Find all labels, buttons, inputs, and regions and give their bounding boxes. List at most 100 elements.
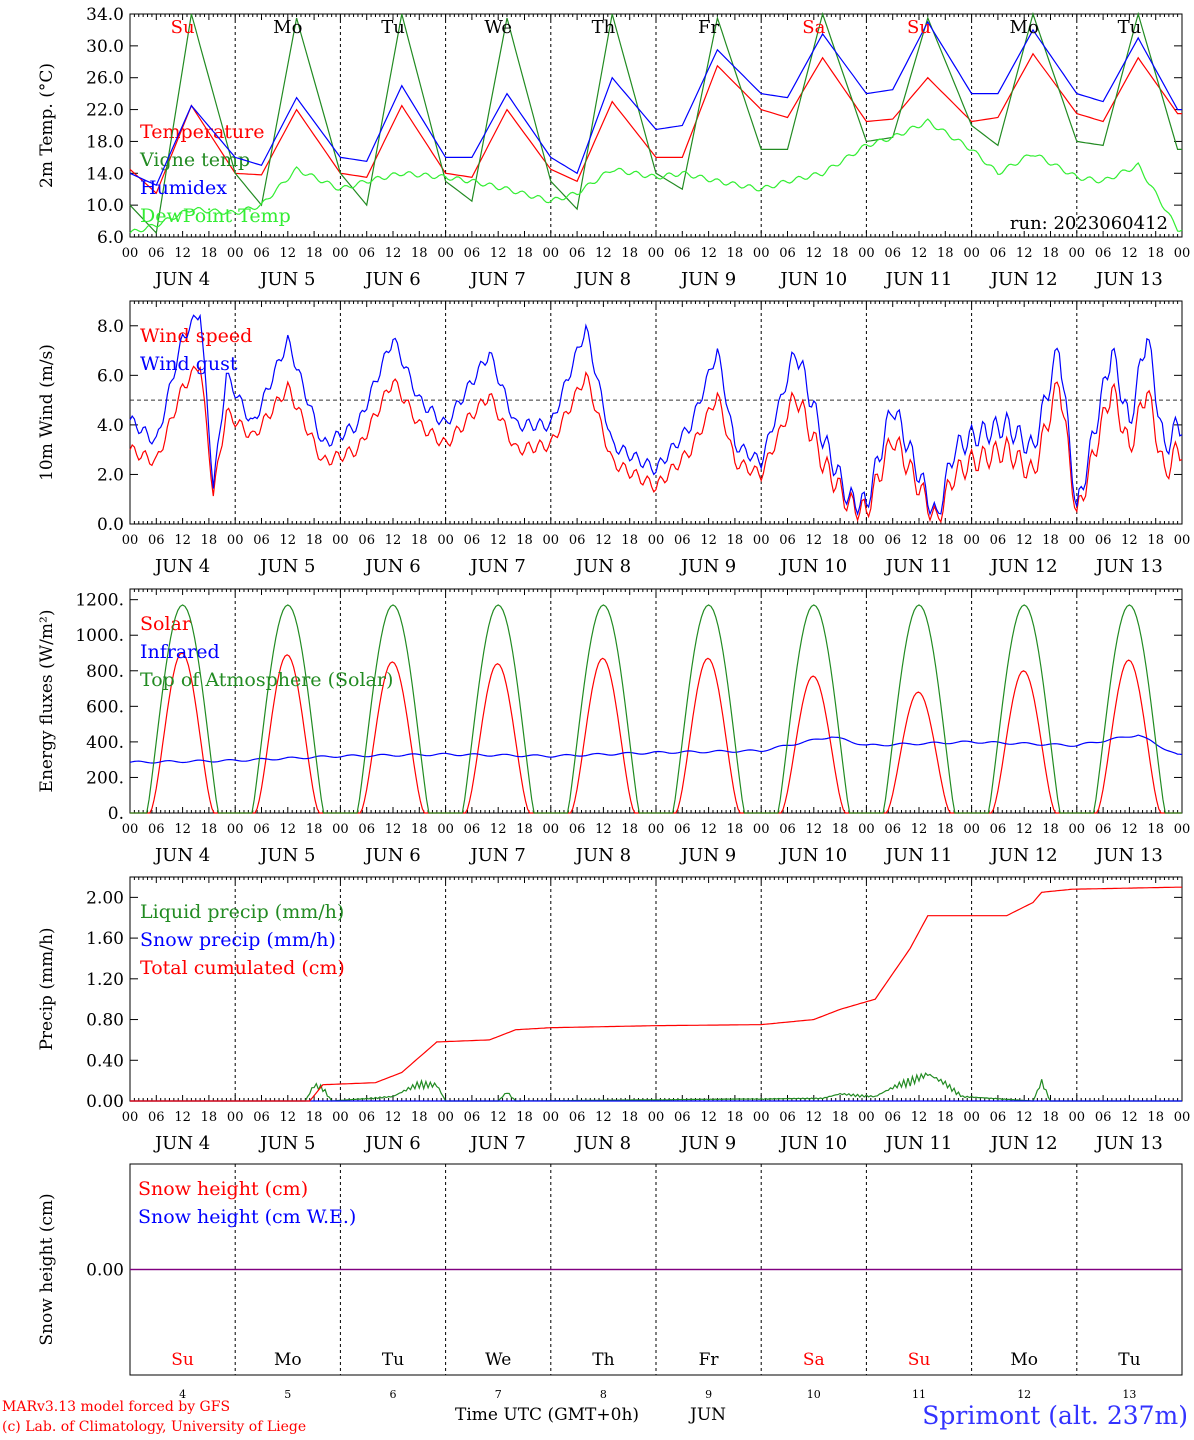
hour-label: 12 — [280, 533, 297, 548]
date-label: JUN 8 — [574, 556, 631, 577]
hour-label: 06 — [779, 822, 796, 837]
hour-label: 12 — [806, 246, 823, 261]
hour-label: 18 — [937, 533, 954, 548]
hour-label: 12 — [385, 822, 402, 837]
hour-label: 00 — [648, 1110, 665, 1125]
hour-label: 06 — [464, 1110, 481, 1125]
date-label: JUN 13 — [1094, 556, 1163, 577]
hour-label: 00 — [858, 1110, 875, 1125]
y-tick-label: 6.0 — [97, 228, 124, 248]
hour-label: 12 — [1016, 533, 1033, 548]
hour-label: 06 — [1095, 246, 1112, 261]
hour-label: 12 — [700, 1110, 717, 1125]
weekday-label: Mo — [1010, 17, 1039, 38]
hour-label: 12 — [280, 1110, 297, 1125]
y-tick-label: 30.0 — [86, 37, 124, 57]
hour-label: 06 — [148, 822, 165, 837]
hour-label: 06 — [358, 533, 375, 548]
y-tick-label: 26.0 — [86, 69, 124, 89]
hour-label: 06 — [148, 533, 165, 548]
legend-entry: Snow height (cm W.E.) — [138, 1206, 356, 1228]
weekday-label: Th — [592, 17, 616, 38]
hour-label: 00 — [227, 246, 244, 261]
series-line — [130, 604, 1182, 814]
hour-label: 12 — [385, 246, 402, 261]
date-label: JUN 9 — [679, 1133, 736, 1154]
hour-label: 18 — [1042, 1110, 1059, 1125]
hour-label: 00 — [543, 246, 560, 261]
hour-label: 18 — [411, 246, 428, 261]
y-tick-label: 600. — [86, 697, 124, 717]
day-number: 10 — [807, 1388, 821, 1401]
hour-label: 12 — [174, 246, 191, 261]
day-number: 7 — [495, 1388, 502, 1401]
weekday-label: Fr — [699, 1350, 720, 1370]
hour-label: 00 — [858, 533, 875, 548]
hour-label: 00 — [1174, 533, 1191, 548]
hour-label: 18 — [516, 533, 533, 548]
hour-label: 18 — [832, 246, 849, 261]
hour-label: 12 — [1016, 246, 1033, 261]
hour-label: 00 — [963, 533, 980, 548]
weekday-label: Sa — [803, 1350, 825, 1370]
hour-label: 18 — [832, 1110, 849, 1125]
weekday-label: Tu — [382, 1350, 404, 1370]
date-label: JUN 11 — [884, 269, 953, 290]
date-label: JUN 13 — [1094, 1133, 1163, 1154]
hour-label: 12 — [595, 1110, 612, 1125]
hour-label: 12 — [806, 1110, 823, 1125]
hour-label: 18 — [306, 533, 323, 548]
y-axis-label: Energy fluxes (W/m²) — [37, 610, 57, 793]
date-label: JUN 13 — [1094, 269, 1163, 290]
hour-label: 18 — [201, 533, 218, 548]
day-number: 11 — [912, 1388, 926, 1401]
date-label: JUN 6 — [363, 1133, 420, 1154]
day-number: 12 — [1017, 1388, 1031, 1401]
date-label: JUN 5 — [258, 556, 315, 577]
legend-entry: Temperature — [140, 121, 264, 143]
weekday-label: Su — [908, 1350, 931, 1370]
hour-label: 06 — [884, 822, 901, 837]
date-label: JUN 9 — [679, 269, 736, 290]
hour-label: 12 — [280, 822, 297, 837]
hour-label: 06 — [1095, 822, 1112, 837]
date-label: JUN 12 — [989, 269, 1058, 290]
hour-label: 06 — [884, 533, 901, 548]
day-number: 5 — [284, 1388, 291, 1401]
hour-label: 00 — [332, 533, 349, 548]
hour-label: 18 — [1147, 822, 1164, 837]
y-tick-label: 10.0 — [86, 196, 124, 216]
hour-label: 18 — [306, 1110, 323, 1125]
hour-label: 18 — [621, 1110, 638, 1125]
date-label: JUN 9 — [679, 845, 736, 866]
hour-label: 00 — [1174, 1110, 1191, 1125]
hour-label: 12 — [1121, 533, 1138, 548]
hour-label: 18 — [306, 246, 323, 261]
y-axis-label: Snow height (cm) — [37, 1193, 57, 1345]
hour-label: 00 — [543, 533, 560, 548]
hour-label: 18 — [727, 1110, 744, 1125]
legend-entry: Snow precip (mm/h) — [140, 929, 336, 951]
y-tick-label: 0.80 — [86, 1011, 124, 1031]
y-tick-label: 14.0 — [86, 164, 124, 184]
hour-label: 00 — [437, 533, 454, 548]
y-tick-label: 2.00 — [86, 888, 124, 908]
legend-entry: Wind speed — [140, 325, 252, 347]
date-label: JUN 11 — [884, 556, 953, 577]
date-label: JUN 5 — [258, 1133, 315, 1154]
hour-label: 18 — [201, 1110, 218, 1125]
hour-label: 00 — [1174, 822, 1191, 837]
hour-label: 06 — [1095, 1110, 1112, 1125]
hour-label: 00 — [753, 246, 770, 261]
hour-label: 18 — [1147, 533, 1164, 548]
date-label: JUN 8 — [574, 845, 631, 866]
y-tick-label: 8.0 — [97, 317, 124, 337]
hour-label: 00 — [227, 533, 244, 548]
date-label: JUN 10 — [778, 556, 847, 577]
model-credit: MARv3.13 model forced by GFS — [2, 1399, 231, 1415]
hour-label: 06 — [464, 822, 481, 837]
hour-label: 12 — [1121, 246, 1138, 261]
y-tick-label: 22.0 — [86, 101, 124, 121]
hour-label: 18 — [621, 822, 638, 837]
hour-label: 18 — [1042, 533, 1059, 548]
